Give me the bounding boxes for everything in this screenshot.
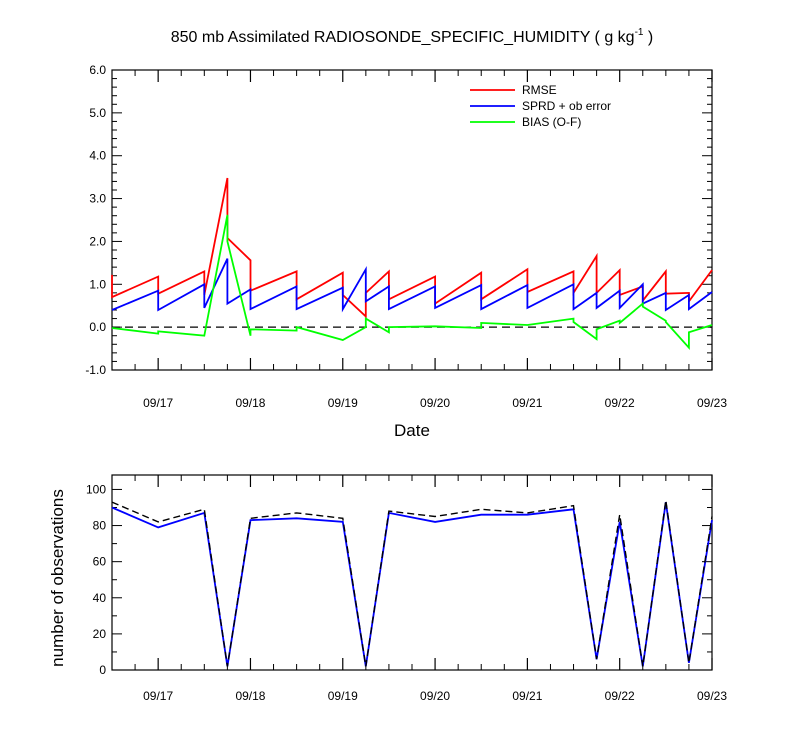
series-line-rmse: [111, 177, 713, 319]
bottom-y-tick-label: 80: [93, 519, 107, 533]
bottom-panel: 0 20 40 60 80 100 09/17 09/18 09/19 09/20 09/21 09/…: [48, 474, 727, 703]
y-axis-label: number of observations: [48, 489, 67, 667]
bottom-x-tick-label: 09/19: [328, 689, 358, 703]
title-exponent: -1: [635, 27, 644, 38]
top-x-tick-label: 09/21: [512, 396, 542, 410]
top-x-tick-label: 09/19: [328, 396, 358, 410]
x-axis-label: Date: [394, 421, 430, 440]
chart-title: 850 mb Assimilated RADIOSONDE_SPECIFIC_H…: [171, 27, 654, 46]
bottom-plot-frame: [111, 474, 713, 671]
title-main: 850 mb Assimilated RADIOSONDE_SPECIFIC_H…: [171, 29, 635, 46]
top-x-tick-label: 09/20: [420, 396, 450, 410]
top-y-tick-label: -1.0: [85, 363, 106, 377]
bottom-y-tick-label: 100: [86, 482, 106, 496]
legend-label: BIAS (O-F): [522, 115, 581, 129]
legend-label: RMSE: [522, 83, 557, 97]
bottom-x-tick-label: 09/23: [697, 689, 727, 703]
top-y-tick-label: 1.0: [89, 277, 106, 291]
top-y-tick-label: 5.0: [89, 106, 106, 120]
legend-label: SPRD + ob error: [522, 99, 611, 113]
bottom-x-tick-label: 09/18: [235, 689, 265, 703]
bottom-x-tick-label: 09/17: [143, 689, 173, 703]
top-y-tick-label: 4.0: [89, 149, 106, 163]
bottom-y-tick-label: 0: [99, 663, 106, 677]
series-line-bias-o-f: [111, 214, 713, 351]
bottom-x-tick-label: 09/22: [605, 689, 635, 703]
top-y-tick-label: 3.0: [89, 192, 106, 206]
top-y-tick-label: 2.0: [89, 234, 106, 248]
top-plot-frame: [111, 69, 713, 371]
title-close: ): [643, 29, 653, 46]
bottom-x-tick-label: 09/21: [512, 689, 542, 703]
top-y-tick-label: 0.0: [89, 320, 106, 334]
top-y-tick-label: 6.0: [89, 63, 106, 77]
bottom-y-tick-label: 20: [93, 627, 107, 641]
bottom-x-tick-label: 09/20: [420, 689, 450, 703]
bottom-y-tick-label: 40: [93, 591, 107, 605]
bottom-plot-area: 0 20 40 60 80 100 09/17 09/18 09/19 09/20 09/21 09/…: [86, 474, 727, 703]
series-line-sprd-ob-error: [111, 258, 713, 313]
top-x-tick-label: 09/23: [697, 396, 727, 410]
series-line-assimilated-observations: [111, 501, 713, 667]
top-x-tick-label: 09/18: [235, 396, 265, 410]
top-plot-area: -1.0 0.0 1.0 2.0 3.0 4.0 5.0 6.0 09/17 09/18 09/19…: [85, 63, 727, 410]
top-x-tick-label: 09/22: [605, 396, 635, 410]
top-panel: 850 mb Assimilated RADIOSONDE_SPECIFIC_H…: [85, 27, 727, 440]
top-x-tick-label: 09/17: [143, 396, 173, 410]
series-line-possible-observations: [111, 500, 713, 667]
bottom-y-tick-label: 60: [93, 555, 107, 569]
